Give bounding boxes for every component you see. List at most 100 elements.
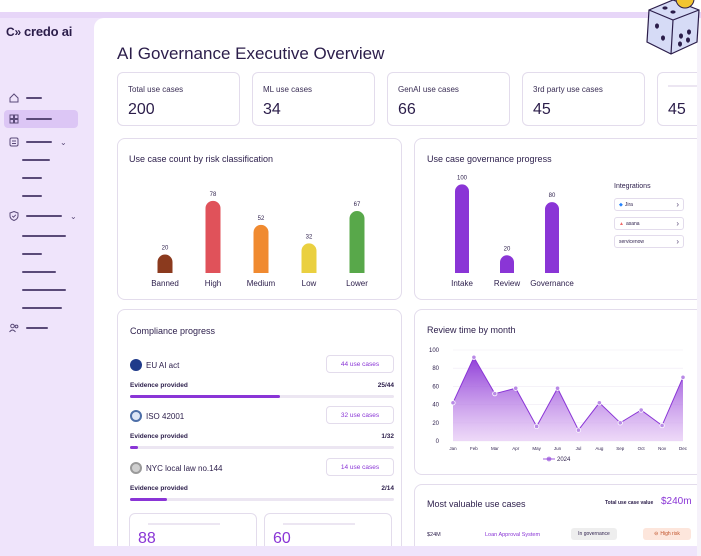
- submenu-item[interactable]: [22, 253, 42, 255]
- submenu-item[interactable]: [22, 271, 56, 273]
- chevron-right-icon: ›: [676, 219, 679, 228]
- risk-badge: ⊖ High risk: [643, 528, 691, 540]
- x-tick-label: Medium: [247, 279, 276, 288]
- total-value: $240m: [661, 496, 692, 507]
- integration-servicenow[interactable]: servicenow ›: [614, 235, 684, 248]
- stat-value: 66: [398, 101, 416, 118]
- eu-flag-icon: [130, 359, 142, 371]
- evidence-count: 25/44: [377, 382, 394, 389]
- x-tick-label: Aug: [595, 446, 604, 451]
- x-tick-label: High: [205, 279, 221, 288]
- stat-value: 34: [263, 101, 281, 118]
- submenu-item[interactable]: [22, 289, 66, 291]
- sidebar-item-governance[interactable]: ⌄: [8, 207, 78, 225]
- chevron-right-icon: ›: [676, 237, 679, 246]
- use-cases-button[interactable]: 44 use cases: [326, 355, 394, 373]
- data-point: [638, 407, 644, 413]
- stat-card-extra[interactable]: 45: [657, 72, 701, 126]
- mini-stat-card[interactable]: 60: [264, 513, 392, 546]
- submenu-item[interactable]: [22, 235, 66, 237]
- chevron-down-icon: ⌄: [70, 211, 77, 221]
- submenu-item[interactable]: [22, 177, 42, 179]
- progress-chart: 100 Intake 20 Review 80 Governance: [451, 175, 574, 288]
- logo[interactable]: C» credo ai: [6, 24, 72, 39]
- stat-value: 200: [128, 101, 155, 118]
- framework-name: EU AI act: [146, 361, 180, 370]
- stat-card-ml[interactable]: ML use cases 34: [252, 72, 375, 126]
- bar-governance: [545, 202, 559, 273]
- progress-bar: [130, 446, 394, 449]
- legend-label: 2024: [557, 457, 571, 463]
- y-tick-label: 100: [429, 348, 440, 354]
- sidebar-item-dashboard[interactable]: [4, 110, 78, 128]
- data-point: [596, 400, 602, 406]
- x-tick-label: Jun: [554, 446, 562, 451]
- risk-chart-card: Use case count by risk classification 20…: [117, 138, 402, 300]
- data-point: [513, 385, 519, 391]
- logo-mark: C»: [6, 25, 21, 39]
- stat-card-genai[interactable]: GenAI use cases 66: [387, 72, 510, 126]
- iso-icon: [130, 410, 142, 422]
- integration-jira[interactable]: ◆ Jira ›: [614, 198, 684, 211]
- x-tick-label: Low: [302, 279, 317, 288]
- review-chart-card: Review time by month 0 20 40 60 80 100 Jan Feb M…: [414, 309, 701, 475]
- status-badge: In governance: [571, 528, 617, 540]
- data-point: [680, 374, 686, 380]
- data-label: 100: [457, 175, 468, 181]
- bar-lower: [349, 211, 365, 273]
- sidebar-item-registry[interactable]: ⌄: [8, 133, 78, 151]
- bar-low: [301, 243, 317, 273]
- data-label: 32: [306, 234, 313, 240]
- bar-intake: [455, 184, 469, 273]
- x-tick-label: Governance: [530, 279, 574, 288]
- data-point: [575, 427, 582, 433]
- card-title: Review time by month: [427, 325, 516, 335]
- nyc-seal-icon: [130, 462, 142, 474]
- data-point: [554, 385, 561, 391]
- submenu-item[interactable]: [22, 307, 62, 309]
- x-tick-label: Sep: [616, 446, 625, 451]
- main-panel: AI Governance Executive Overview Total u…: [94, 18, 701, 546]
- integration-asana[interactable]: ▲ asana ›: [614, 217, 684, 230]
- sidebar-item-home[interactable]: [8, 89, 78, 107]
- x-tick-label: Mar: [491, 446, 499, 451]
- y-tick-label: 40: [432, 403, 439, 409]
- sidebar-item-users[interactable]: [8, 319, 78, 337]
- progress-bar: [130, 395, 394, 398]
- use-cases-button[interactable]: 32 use cases: [326, 406, 394, 424]
- x-tick-label: Banned: [151, 279, 179, 288]
- top-strip: [0, 12, 701, 18]
- y-tick-label: 0: [436, 439, 440, 445]
- stat-label: 3rd party use cases: [533, 85, 603, 94]
- shield-icon: [9, 210, 19, 222]
- row-name-link[interactable]: Loan Approval System: [485, 532, 541, 538]
- framework-name: ISO 42001: [146, 412, 185, 421]
- jira-icon: ◆: [619, 201, 623, 208]
- scroll-edge: [697, 18, 701, 556]
- x-tick-label: Jul: [576, 446, 582, 451]
- evidence-label: Evidence provided: [130, 382, 188, 389]
- submenu-item[interactable]: [22, 195, 42, 197]
- stat-card-total[interactable]: Total use cases 200: [117, 72, 240, 126]
- evidence-count: 2/14: [381, 485, 394, 492]
- mini-stat-card[interactable]: 88: [129, 513, 257, 546]
- top-band: [0, 0, 701, 14]
- use-cases-button[interactable]: 14 use cases: [326, 458, 394, 476]
- progress-bar: [130, 498, 394, 501]
- bar-medium: [253, 224, 269, 273]
- x-tick-label: Feb: [470, 446, 478, 451]
- x-tick-label: Intake: [451, 279, 473, 288]
- card-title: Compliance progress: [130, 326, 216, 336]
- dice-icon: [646, 0, 700, 55]
- y-tick-label: 80: [432, 366, 439, 372]
- submenu-item[interactable]: [22, 159, 50, 161]
- chevron-right-icon: ›: [676, 200, 679, 209]
- stat-card-third-party[interactable]: 3rd party use cases 45: [522, 72, 645, 126]
- bar-review: [500, 255, 514, 273]
- evidence-count: 1/32: [381, 433, 394, 440]
- logo-text: credo ai: [23, 24, 73, 39]
- x-tick-label: Apr: [512, 446, 520, 451]
- review-chart: 0 20 40 60 80 100 Jan Feb Mar Apr May Jun Jul Aug Sep O…: [429, 348, 688, 463]
- x-tick-label: Nov: [658, 446, 667, 451]
- card-title: Use case count by risk classification: [129, 154, 274, 164]
